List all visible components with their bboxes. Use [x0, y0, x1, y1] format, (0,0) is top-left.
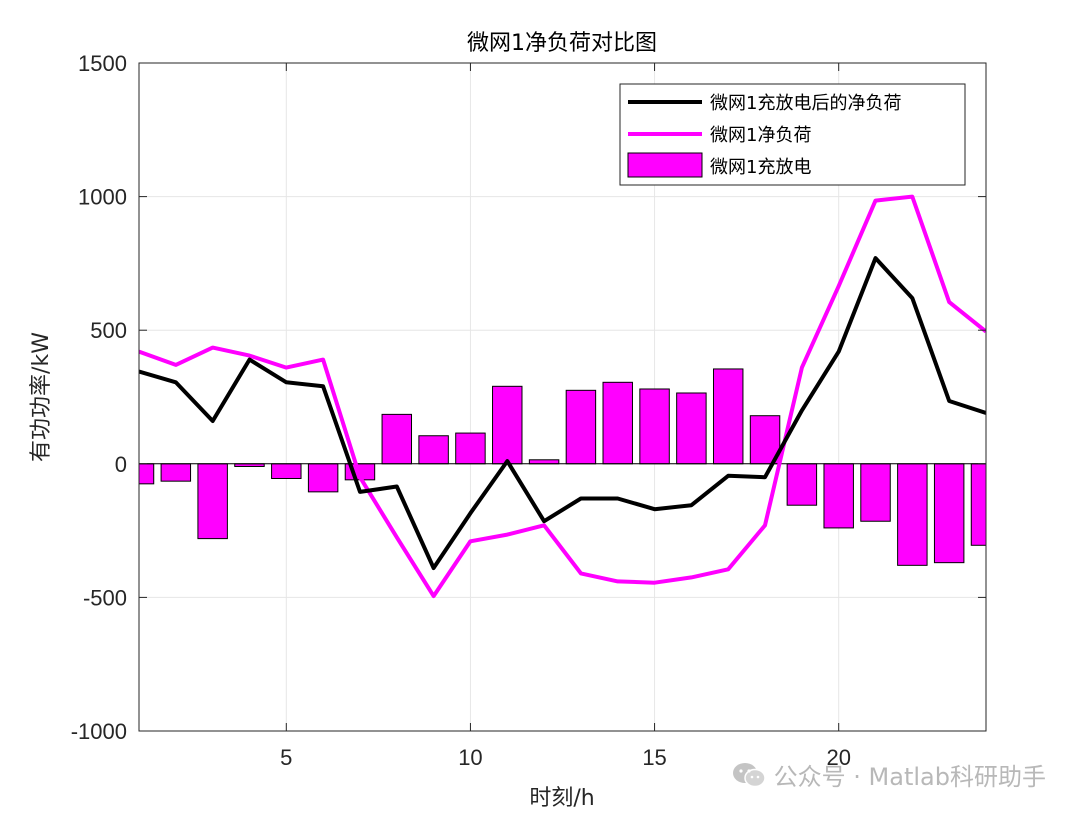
- x-tick-label: 15: [642, 745, 666, 770]
- bar: [602, 381, 633, 465]
- bar: [139, 463, 155, 485]
- legend-label-net-load-after: 微网1充放电后的净负荷: [710, 93, 901, 114]
- legend-swatch-charge-discharge: [627, 152, 703, 178]
- legend-label-charge-discharge: 微网1充放电: [710, 157, 811, 178]
- bar: [639, 388, 670, 465]
- plot-frame: [138, 62, 987, 732]
- bar: [823, 463, 854, 529]
- bar: [565, 389, 597, 465]
- y-tick-label: 1500: [78, 51, 127, 76]
- bar-series: [139, 368, 986, 566]
- y-axis-label: 有功功率/kW: [29, 332, 54, 462]
- bar: [897, 463, 928, 566]
- wechat-icon: [732, 762, 766, 787]
- x-axis-label: 时刻/h: [529, 786, 594, 811]
- axis-ticks: [139, 62, 986, 732]
- line-series: [139, 194, 986, 599]
- watermark: 公众号 · Matlab科研助手: [732, 757, 1046, 792]
- y-tick-label: 500: [90, 318, 127, 343]
- y-tick-label: 1000: [78, 185, 127, 210]
- x-tick-labels: 5 10 15 20: [280, 745, 851, 770]
- series-line: [139, 194, 986, 599]
- watermark-text: 公众号 · Matlab科研助手: [773, 763, 1046, 791]
- y-tick-label: 0: [115, 452, 127, 477]
- x-tick-label: 20: [826, 745, 850, 770]
- y-tick-label: -1000: [71, 719, 127, 744]
- bar: [712, 368, 744, 465]
- legend: 微网1充放电后的净负荷 微网1净负荷 微网1充放电: [619, 83, 966, 186]
- bar: [307, 463, 339, 493]
- y-tick-labels: -1000 -500 0 500 1000 1500: [71, 51, 127, 744]
- bar: [528, 459, 560, 465]
- bar: [933, 463, 965, 564]
- series-line: [139, 256, 986, 570]
- bar: [455, 432, 486, 465]
- x-tick-label: 10: [458, 745, 482, 770]
- legend-label-net-load: 微网1净负荷: [710, 125, 811, 146]
- bar: [197, 463, 228, 540]
- y-tick-label: -500: [83, 585, 127, 610]
- bar: [860, 463, 891, 522]
- bar: [418, 435, 449, 465]
- bar: [786, 463, 818, 506]
- bar: [492, 385, 523, 465]
- bar: [271, 463, 302, 479]
- x-tick-label: 5: [280, 745, 292, 770]
- bar: [381, 413, 413, 465]
- bar: [970, 463, 986, 546]
- bar: [160, 463, 192, 482]
- chart-title: 微网1净负荷对比图: [467, 31, 657, 56]
- bar: [676, 392, 707, 465]
